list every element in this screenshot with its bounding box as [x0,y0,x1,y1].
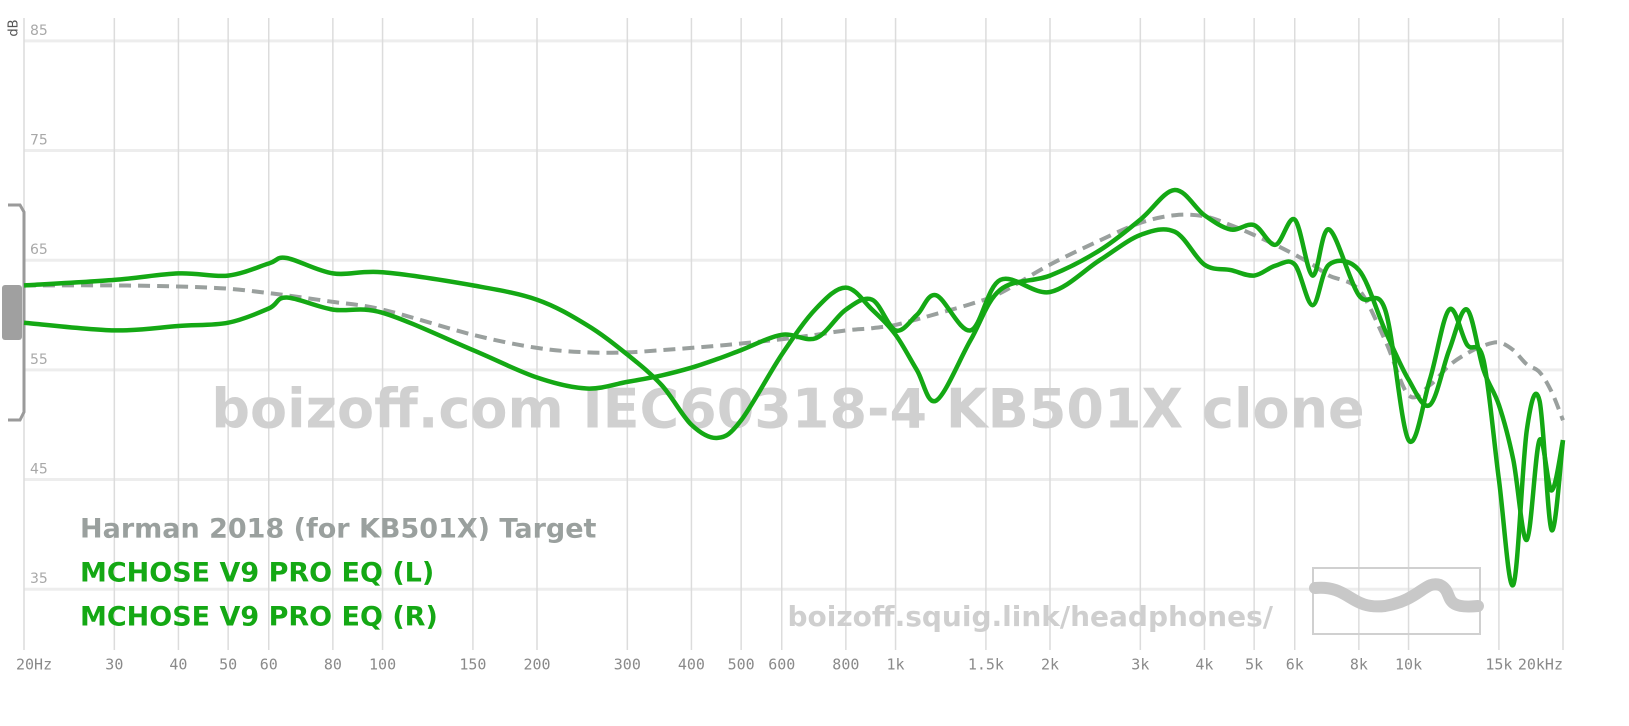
x-tick-label: 2k [1041,656,1059,674]
handle [2,203,26,422]
watermark: boizoff.com IEC60318-4 KB501X clone [211,378,1364,441]
legend-entry: MCHOSE V9 PRO EQ (R) [80,602,438,633]
x-tick-label: 1k [887,656,905,674]
y-tick-label: 65 [30,242,48,258]
y-axis-label: dB [7,19,22,36]
legend-entry: Harman 2018 (for KB501X) Target [80,514,597,545]
x-tick-label: 500 [728,656,755,674]
legend: Harman 2018 (for KB501X) Target MCHOSE V9… [80,514,597,633]
url: boizoff.squig.link/headphones/ [787,600,1273,633]
handle-grip [2,285,22,340]
x-tick-label: 8k [1350,656,1368,674]
y-tick-label: 85 [30,23,48,39]
y-tick-label: 35 [30,571,48,587]
grid: 35 45 55 65 75 85 20Hz 30 40 50 60 80 100 150 200 300 40… [16,18,1564,674]
y-tick-label: 45 [30,462,48,478]
handle-bracket [8,203,26,422]
legend-entry: MCHOSE V9 PRO EQ (L) [80,558,434,589]
x-tick-label: 600 [768,656,795,674]
x-tick-label: 100 [369,656,396,674]
x-tick-label: 40 [169,656,187,674]
x-tick-label: 5k [1245,656,1263,674]
lines [23,187,1566,588]
x-tick-label: 1.5k [968,656,1004,674]
x-tick-label: 400 [678,656,705,674]
x-tick-label: 80 [324,656,342,674]
x-tick-label: 3k [1131,656,1149,674]
x-tick-label: 200 [523,656,550,674]
x-tick-label: 10k [1395,656,1422,674]
logo [1309,567,1484,635]
x-tick-label: 300 [614,656,641,674]
y-tick-label: 75 [30,133,48,149]
x-tick-label: 4k [1195,656,1213,674]
y-tick-label: 55 [30,352,48,368]
x-tick-label: 15k [1485,656,1512,674]
x-tick-label: 30 [105,656,123,674]
series-line [23,187,1566,588]
x-tick-label: 20Hz [16,656,52,674]
x-tick-label: 50 [219,656,237,674]
series-line [23,227,1566,543]
logo-mark [1309,578,1484,613]
x-tick-label: 20kHz [1518,656,1563,674]
x-tick-label: 6k [1286,656,1304,674]
x-tick-label: 60 [260,656,278,674]
x-tick-label: 150 [459,656,486,674]
x-tick-label: 800 [832,656,859,674]
